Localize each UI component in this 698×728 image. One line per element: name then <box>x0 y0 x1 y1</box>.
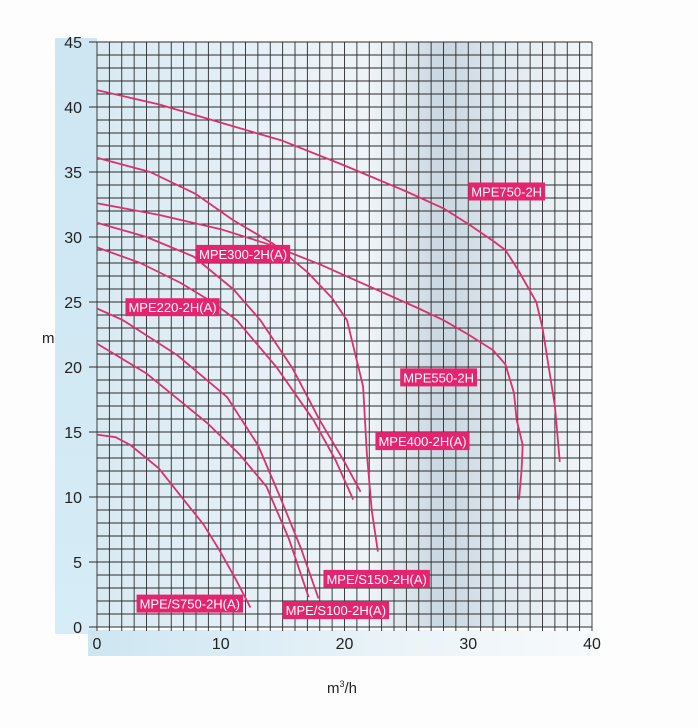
series-label-text: MPE/S750-2H(A) <box>140 597 240 612</box>
series-label-text: MPE750-2H <box>471 185 542 200</box>
x-tick-label: 0 <box>93 636 102 653</box>
series-line-mpe-s100-2h-a- <box>96 342 310 598</box>
x-axis-label: m3/h <box>327 679 357 697</box>
series-label-bg <box>196 244 291 263</box>
series-line-mpe750-2h <box>96 89 561 462</box>
y-tick-label: 5 <box>73 555 82 572</box>
y-tick-label: 25 <box>64 295 82 312</box>
series-label-text: MPE/S100-2H(A) <box>286 603 386 618</box>
series-label-bg <box>468 182 546 201</box>
series-label-text: MPE300-2H(A) <box>199 247 287 262</box>
series-label-mpe-s100-2h-a-: MPE/S100-2H(A) <box>282 601 390 620</box>
x-tick-label: 10 <box>212 636 230 653</box>
y-tick-label: 30 <box>64 230 82 247</box>
y-tick-label: 15 <box>64 425 82 442</box>
y-tick-label: 40 <box>64 100 82 117</box>
series-line-mpe-s750-2h-a- <box>96 433 252 608</box>
series-label-bg <box>136 594 244 613</box>
series-label-mpe-s750-2h-a-: MPE/S750-2H(A) <box>136 594 244 613</box>
series-label-bg <box>282 601 390 620</box>
y-tick-label: 20 <box>64 360 82 377</box>
x-tick-label: 30 <box>459 636 477 653</box>
series-label-mpe550-2h: MPE550-2H <box>400 368 477 387</box>
series-label-mpe400-2h-a-: MPE400-2H(A) <box>375 432 470 451</box>
series-label-mpe750-2h: MPE750-2H <box>468 182 546 201</box>
series-label-text: MPE400-2H(A) <box>378 434 466 449</box>
series-line-mpe300-2h-a- <box>96 221 362 493</box>
x-axis-strip <box>88 630 598 656</box>
series-line-mpe550-2h <box>96 202 524 500</box>
series-lines <box>96 89 561 608</box>
y-tick-label: 10 <box>64 490 82 507</box>
series-label-mpe-s150-2h-a-: MPE/S150-2H(A) <box>323 569 430 588</box>
series-label-mpe220-2h-a-: MPE220-2H(A) <box>125 298 220 317</box>
series-label-bg <box>400 368 477 387</box>
series-label-text: MPE550-2H <box>403 370 474 385</box>
y-tick-label: 0 <box>73 620 82 637</box>
y-tick-label: 35 <box>64 165 82 182</box>
series-label-text: MPE220-2H(A) <box>128 300 216 315</box>
y-axis-strip <box>55 38 97 634</box>
series-line-mpe220-2h-a- <box>96 246 355 500</box>
series-label-mpe300-2h-a-: MPE300-2H(A) <box>196 244 291 263</box>
series-line-mpe-s150-2h-a- <box>96 307 320 599</box>
series-label-bg <box>125 298 220 317</box>
series-labels: MPE750-2H MPE400-2H(A) MPE550-2H MPE300-2H(… <box>125 182 546 620</box>
ticks: 0 10 20 30 40 0 5 10 15 20 25 30 35 40 45 <box>64 35 601 653</box>
y-axis-label: m <box>42 330 55 347</box>
x-tick-label: 20 <box>336 636 354 653</box>
series-line-mpe400-2h-a- <box>96 156 379 552</box>
y-tick-label: 45 <box>64 35 82 52</box>
series-label-bg <box>323 569 430 588</box>
series-label-bg <box>375 432 470 451</box>
series-label-text: MPE/S150-2H(A) <box>326 572 426 587</box>
x-tick-label: 40 <box>583 636 601 653</box>
